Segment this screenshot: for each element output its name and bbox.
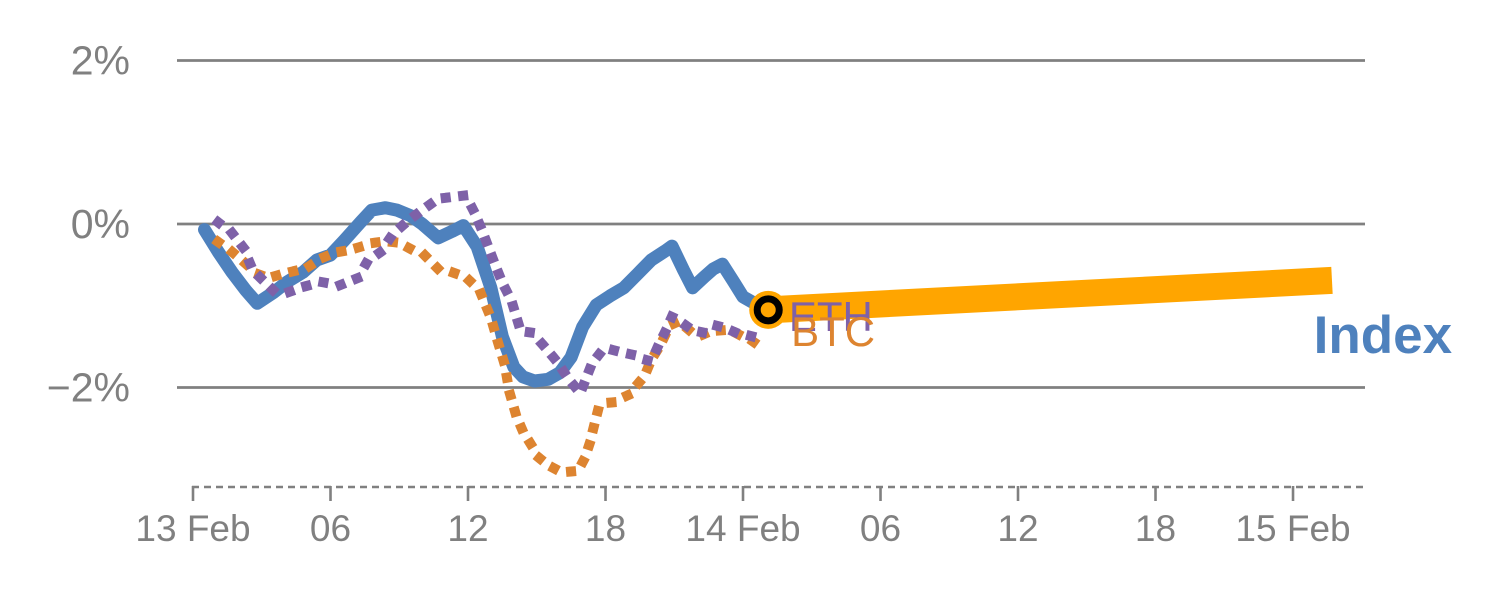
eth-label: ETH (789, 293, 873, 340)
x-tick-label: 12 (997, 508, 1038, 549)
x-tick-label: 15 Feb (1235, 508, 1350, 549)
x-tick-label: 14 Feb (685, 508, 800, 549)
y-tick-label: 2% (71, 38, 130, 84)
x-tick-label: 18 (1135, 508, 1176, 549)
btc-dotted-line (211, 235, 766, 477)
x-tick-label: 06 (860, 508, 901, 549)
x-tick-label: 06 (310, 508, 351, 549)
forecast-band (767, 266, 1333, 324)
current-point-marker (753, 295, 783, 325)
x-tick-label: 18 (585, 508, 626, 549)
x-tick-label: 13 Feb (135, 508, 250, 549)
index-label: Index (1314, 306, 1453, 365)
y-tick-label: 0% (71, 201, 130, 247)
eth-dotted-line (211, 190, 771, 399)
y-tick-label: −2% (47, 365, 130, 411)
x-tick-label: 12 (447, 508, 488, 549)
btc-label: BTC (791, 308, 875, 355)
